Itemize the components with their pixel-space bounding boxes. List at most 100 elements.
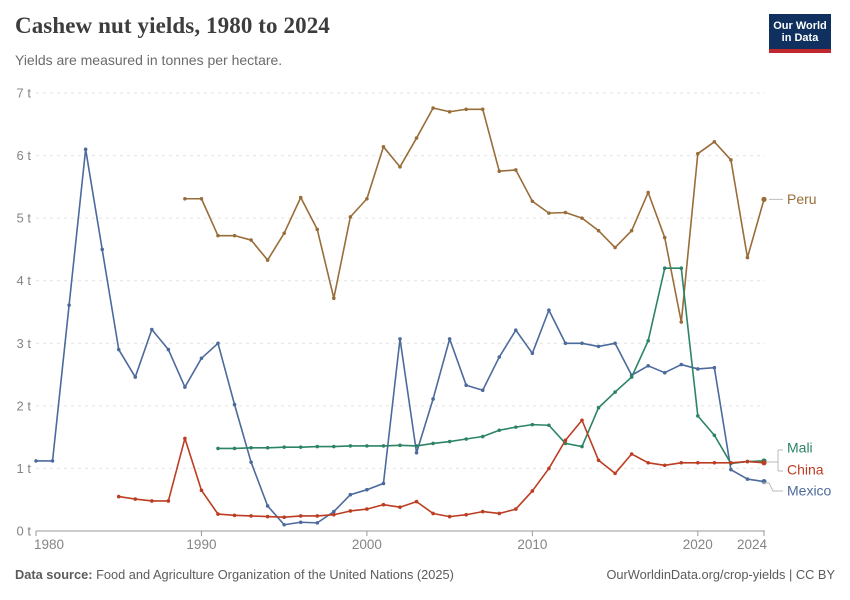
series-line-peru[interactable] — [184, 107, 765, 323]
series-point-mexico[interactable] — [514, 328, 518, 332]
series-point-mexico[interactable] — [315, 521, 320, 525]
series-point-peru[interactable] — [530, 199, 535, 204]
series-point-china[interactable] — [696, 460, 700, 465]
series-point-mexico[interactable] — [563, 341, 568, 346]
series-point-peru[interactable] — [712, 140, 717, 144]
series-point-mexico[interactable] — [50, 459, 55, 463]
series-point-peru[interactable] — [414, 136, 419, 140]
series-point-mali[interactable] — [216, 446, 220, 451]
series-point-mali[interactable] — [332, 444, 336, 449]
series-point-china[interactable] — [332, 512, 336, 517]
series-label-china[interactable]: China — [787, 462, 824, 478]
series-point-mexico[interactable] — [133, 375, 138, 379]
series-point-mexico[interactable] — [580, 341, 584, 346]
series-point-mexico[interactable] — [530, 351, 535, 356]
series-point-peru[interactable] — [596, 228, 601, 233]
series-point-mali[interactable] — [497, 428, 502, 433]
series-point-mali[interactable] — [712, 433, 717, 438]
series-point-china[interactable] — [563, 438, 568, 443]
series-point-mexico[interactable] — [216, 341, 220, 346]
series-point-china[interactable] — [249, 514, 253, 518]
series-point-china[interactable] — [381, 502, 386, 507]
series-point-mexico[interactable] — [547, 308, 551, 312]
series-point-peru[interactable] — [315, 227, 320, 232]
series-point-mali[interactable] — [547, 423, 551, 428]
series-point-mali[interactable] — [447, 439, 452, 444]
series-point-mexico[interactable] — [282, 522, 286, 527]
series-point-peru[interactable] — [447, 109, 452, 114]
series-point-peru[interactable] — [381, 145, 386, 149]
series-line-mali[interactable] — [218, 267, 765, 465]
series-point-china[interactable] — [414, 499, 419, 504]
series-point-mali[interactable] — [315, 444, 320, 449]
series-point-peru[interactable] — [613, 245, 617, 250]
series-point-peru[interactable] — [480, 107, 485, 112]
series-point-mali[interactable] — [464, 437, 468, 441]
series-point-mali[interactable] — [646, 338, 650, 343]
series-point-china[interactable] — [166, 499, 171, 503]
series-point-china[interactable] — [480, 509, 485, 514]
series-end-point-china[interactable] — [761, 460, 767, 466]
series-point-mexico[interactable] — [447, 337, 452, 341]
series-point-mexico[interactable] — [348, 492, 353, 497]
series-point-china[interactable] — [183, 436, 187, 441]
series-point-mexico[interactable] — [679, 362, 684, 367]
series-point-mexico[interactable] — [646, 364, 650, 368]
series-point-mali[interactable] — [514, 425, 518, 429]
series-point-peru[interactable] — [398, 165, 402, 169]
series-point-china[interactable] — [514, 507, 518, 511]
series-point-mali[interactable] — [480, 434, 485, 439]
series-point-china[interactable] — [365, 507, 369, 511]
series-point-china[interactable] — [745, 459, 750, 464]
series-point-mali[interactable] — [613, 390, 617, 394]
series-point-peru[interactable] — [729, 158, 733, 162]
owid-logo[interactable]: Our World in Data — [769, 14, 831, 53]
series-point-mexico[interactable] — [166, 347, 171, 352]
series-point-peru[interactable] — [199, 196, 204, 201]
series-point-mexico[interactable] — [298, 520, 303, 525]
series-point-mexico[interactable] — [83, 147, 88, 152]
series-point-mali[interactable] — [298, 445, 303, 449]
series-point-mexico[interactable] — [150, 327, 154, 332]
series-label-peru[interactable]: Peru — [787, 191, 817, 207]
series-point-mexico[interactable] — [745, 477, 750, 481]
series-point-china[interactable] — [712, 460, 717, 465]
series-point-china[interactable] — [497, 511, 502, 516]
series-point-mexico[interactable] — [696, 367, 700, 371]
series-point-peru[interactable] — [547, 211, 551, 215]
series-point-mexico[interactable] — [199, 356, 204, 361]
series-point-china[interactable] — [729, 460, 733, 465]
series-point-china[interactable] — [547, 466, 551, 471]
series-point-mali[interactable] — [232, 446, 237, 451]
series-point-china[interactable] — [646, 460, 650, 465]
series-label-mali[interactable]: Mali — [787, 440, 813, 456]
series-point-mexico[interactable] — [365, 487, 369, 492]
series-point-mexico[interactable] — [100, 247, 104, 252]
series-point-mexico[interactable] — [265, 504, 270, 508]
series-point-peru[interactable] — [745, 255, 750, 260]
series-point-mexico[interactable] — [729, 467, 733, 472]
series-point-mexico[interactable] — [662, 370, 667, 375]
series-point-peru[interactable] — [298, 195, 303, 200]
series-point-peru[interactable] — [696, 151, 700, 156]
series-point-peru[interactable] — [563, 210, 568, 215]
series-point-peru[interactable] — [431, 106, 435, 110]
series-point-peru[interactable] — [497, 169, 502, 174]
series-point-mali[interactable] — [381, 444, 386, 448]
series-point-mexico[interactable] — [381, 481, 386, 486]
series-point-mali[interactable] — [365, 444, 369, 448]
owid-url-license[interactable]: OurWorldinData.org/crop-yields | CC BY — [606, 567, 835, 582]
series-point-peru[interactable] — [580, 216, 584, 220]
series-point-china[interactable] — [613, 471, 617, 476]
series-point-china[interactable] — [348, 509, 353, 513]
series-point-mexico[interactable] — [431, 397, 435, 401]
series-point-mexico[interactable] — [232, 402, 237, 407]
series-point-peru[interactable] — [265, 258, 270, 262]
series-point-mexico[interactable] — [414, 450, 419, 455]
series-point-mali[interactable] — [629, 375, 634, 379]
series-point-mali[interactable] — [696, 414, 700, 418]
series-point-china[interactable] — [265, 514, 270, 519]
series-point-peru[interactable] — [232, 233, 237, 238]
series-point-mali[interactable] — [282, 445, 286, 449]
